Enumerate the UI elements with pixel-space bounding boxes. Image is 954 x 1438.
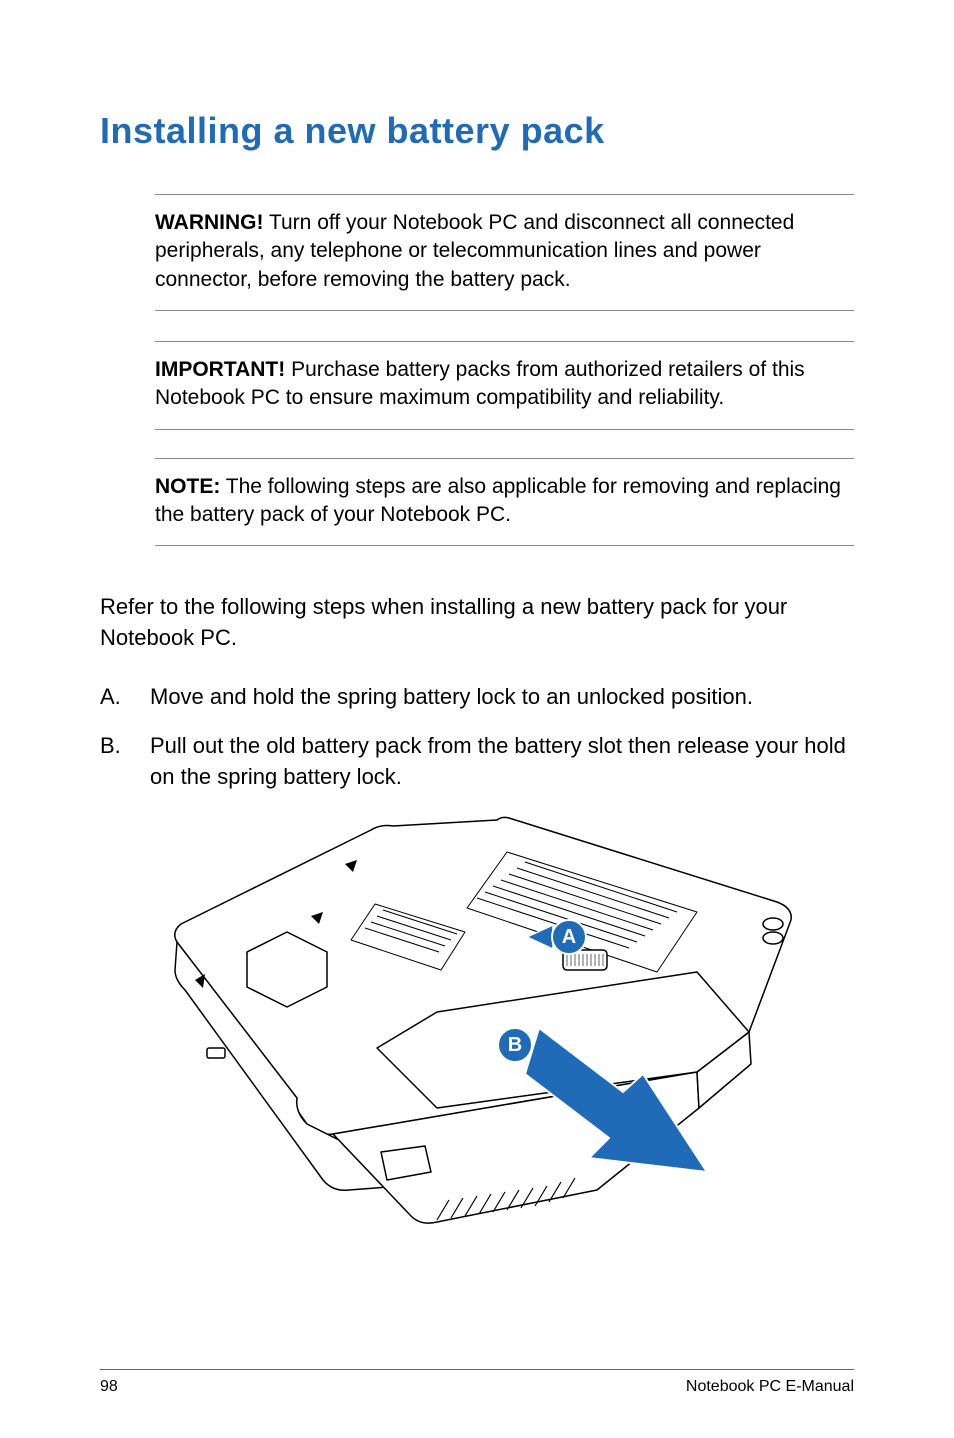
callout-b-label: B	[508, 1034, 522, 1056]
intro-paragraph: Refer to the following steps when instal…	[100, 592, 854, 654]
step-item: A. Move and hold the spring battery lock…	[100, 682, 854, 713]
callout-a-label: A	[562, 926, 576, 948]
step-text: Move and hold the spring battery lock to…	[150, 682, 854, 713]
step-item: B. Pull out the old battery pack from th…	[100, 731, 854, 793]
doc-title: Notebook PC E-Manual	[686, 1378, 854, 1396]
note-label: NOTE:	[155, 475, 220, 498]
callout-b-icon: B	[498, 1028, 532, 1062]
step-letter: B.	[100, 731, 150, 793]
step-letter: A.	[100, 682, 150, 713]
callout-a-icon: A	[552, 920, 586, 954]
page-footer: 98 Notebook PC E-Manual	[100, 1369, 854, 1396]
note-notice: NOTE: The following steps are also appli…	[155, 458, 854, 547]
warning-notice: WARNING! Turn off your Notebook PC and d…	[155, 194, 854, 311]
laptop-diagram: A B	[100, 812, 854, 1262]
steps-list: A. Move and hold the spring battery lock…	[100, 682, 854, 792]
step-text: Pull out the old battery pack from the b…	[150, 731, 854, 793]
important-notice: IMPORTANT! Purchase battery packs from a…	[155, 341, 854, 430]
warning-label: WARNING!	[155, 211, 264, 234]
note-text: The following steps are also applicable …	[155, 475, 841, 526]
page-title: Installing a new battery pack	[100, 110, 854, 152]
page-number: 98	[100, 1378, 118, 1396]
important-label: IMPORTANT!	[155, 358, 285, 381]
